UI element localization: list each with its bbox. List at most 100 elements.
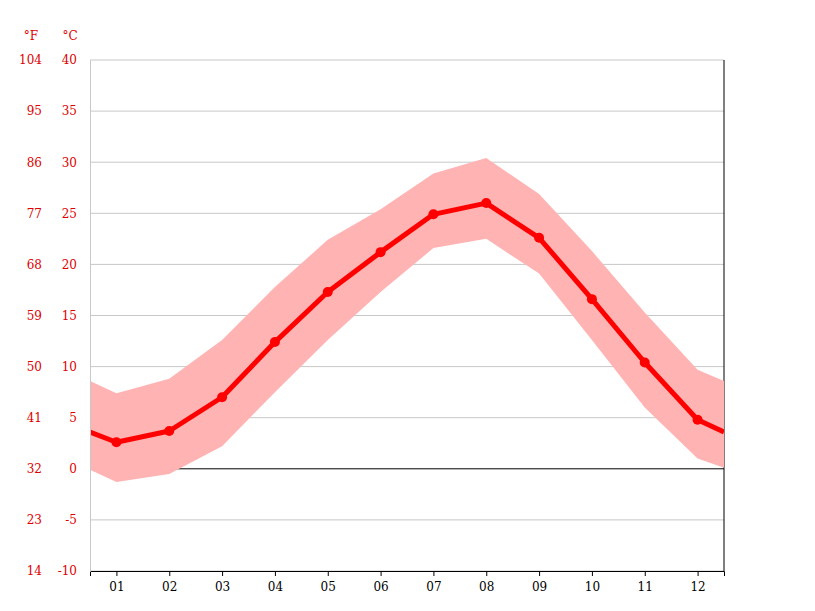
frame-line — [724, 60, 725, 571]
y-tick-label: 0 — [69, 462, 77, 476]
point-marker — [270, 337, 280, 347]
y2-tick-label: 59 — [27, 309, 42, 323]
point-marker — [111, 437, 121, 447]
grid — [90, 60, 724, 571]
x-axis-line — [91, 572, 725, 577]
grid-line — [90, 60, 724, 61]
x-tick-mark — [539, 571, 540, 576]
y-tick-label: -10 — [58, 564, 77, 578]
x-tick: 06 — [373, 571, 388, 594]
y-tick-label: 15 — [62, 309, 77, 323]
y2-axis-title: °F — [24, 29, 38, 43]
x-tick-mark — [275, 571, 276, 576]
point-marker — [640, 358, 650, 368]
y-tick-label: 35 — [62, 104, 77, 118]
y2-tick: 77 — [27, 207, 90, 221]
x-tick: 02 — [162, 571, 177, 594]
x-tick: 09 — [532, 571, 547, 594]
y-tick: -10 — [58, 564, 90, 578]
x-tick-label: 04 — [268, 580, 284, 594]
x-tick-mark — [433, 571, 434, 576]
point-marker — [164, 426, 174, 436]
y-tick: 40 — [62, 53, 90, 67]
y-tick-label: 40 — [62, 53, 77, 67]
x-tick-label: 10 — [585, 580, 600, 594]
point-marker — [693, 415, 703, 425]
x-tick-mark — [645, 571, 646, 576]
x-tick-mark — [698, 571, 699, 576]
x-tick: 05 — [321, 571, 336, 594]
x-tick: 04 — [268, 571, 284, 594]
y2-tick: 14 — [27, 564, 90, 578]
point-marker — [481, 198, 491, 208]
y2-tick-label: 23 — [27, 513, 42, 527]
y-tick: 5 — [69, 411, 90, 425]
y2-tick-label: 77 — [27, 207, 42, 221]
y-axis: -10 -5 0 5 10 15 20 25 30 35 40 — [58, 53, 91, 578]
y-tick-label: 10 — [62, 360, 77, 374]
y-tick: 20 — [62, 258, 90, 272]
point-marker — [587, 294, 597, 304]
y2-axis: 14233241505968778695104 — [19, 53, 90, 578]
x-tick-label: 07 — [426, 580, 441, 594]
y2-tick-label: 68 — [27, 258, 42, 272]
y2-tick-label: 95 — [27, 104, 42, 118]
y-tick: 30 — [62, 156, 90, 170]
point-marker — [323, 287, 333, 297]
x-tick-mark — [486, 571, 487, 576]
x-tick-label: 06 — [373, 580, 388, 594]
x-tick-label: 03 — [215, 580, 230, 594]
y2-tick: 50 — [27, 360, 90, 374]
x-tick-label: 01 — [109, 580, 124, 594]
x-tick: 01 — [109, 571, 124, 594]
point-marker — [217, 392, 227, 402]
x-tick-mark — [116, 571, 117, 576]
y-tick: 10 — [62, 360, 90, 374]
x-tick-mark — [381, 571, 382, 576]
mean-line — [90, 203, 724, 442]
y-tick-label: 5 — [69, 411, 77, 425]
y2-tick-label: 50 — [27, 360, 42, 374]
x-tick: 12 — [690, 571, 705, 594]
y-tick: 0 — [69, 462, 90, 476]
chart: 010203040506070809101112-10-505101520253… — [0, 0, 815, 611]
y2-tick: 41 — [27, 411, 90, 425]
x-tick-label: 12 — [690, 580, 705, 594]
x-tick: 11 — [638, 571, 653, 594]
y2-tick: 95 — [27, 104, 90, 118]
y2-tick-label: 104 — [19, 53, 42, 67]
y-tick-label: 30 — [62, 156, 77, 170]
grid-line — [90, 468, 724, 469]
grid-line — [90, 519, 724, 520]
x-tick: 07 — [426, 571, 441, 594]
y-tick-label: 25 — [62, 207, 77, 221]
point-marker — [534, 233, 544, 243]
y2-tick-label: 32 — [27, 462, 42, 476]
point-marker — [376, 247, 386, 257]
plot-area — [90, 158, 724, 482]
x-axis: 01 02 03 04 05 06 07 08 09 10 11 12 — [91, 571, 725, 594]
x-tick: 10 — [585, 571, 600, 594]
grid-line — [90, 111, 724, 112]
y-axis-title: °C — [62, 29, 77, 43]
x-tick-mark — [592, 571, 593, 576]
y-tick: -5 — [65, 513, 90, 527]
y-tick: 15 — [62, 309, 90, 323]
x-tick-mark — [222, 571, 223, 576]
y2-tick-label: 41 — [27, 411, 42, 425]
y2-axis-line — [90, 61, 91, 572]
range-area — [90, 158, 724, 482]
x-tick: 03 — [215, 571, 230, 594]
x-tick-label: 11 — [638, 580, 653, 594]
y2-tick: 86 — [27, 156, 90, 170]
y2-tick: 68 — [27, 258, 90, 272]
x-tick-label: 05 — [321, 580, 336, 594]
y2-tick-label: 14 — [27, 564, 43, 578]
x-tick-label: 08 — [479, 580, 494, 594]
y2-tick: 32 — [27, 462, 90, 476]
y2-tick-label: 86 — [27, 156, 42, 170]
x-tick-label: 09 — [532, 580, 547, 594]
y2-tick: 104 — [19, 53, 90, 67]
y-tick-label: 20 — [62, 258, 77, 272]
point-marker — [428, 209, 438, 219]
